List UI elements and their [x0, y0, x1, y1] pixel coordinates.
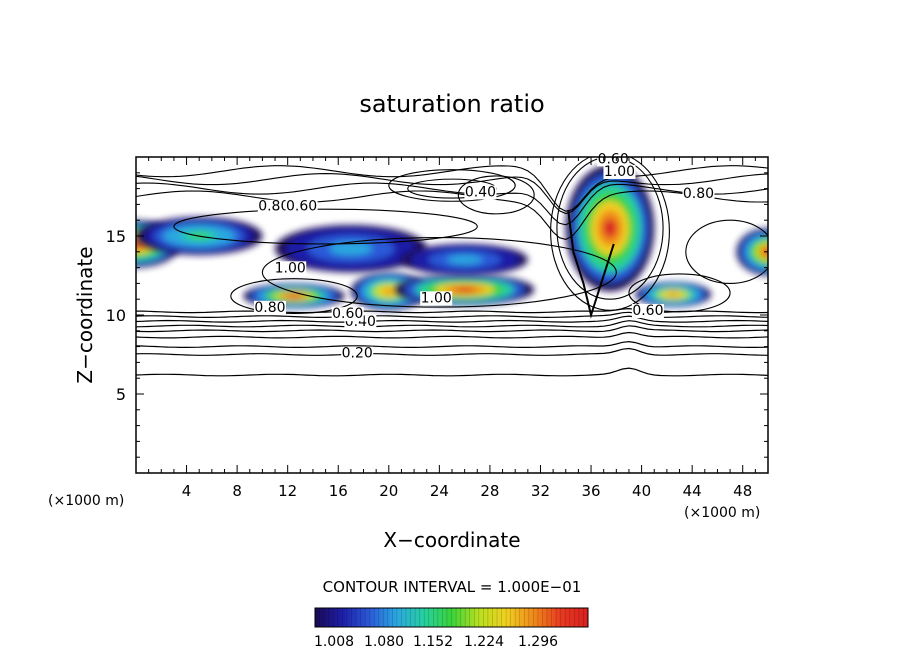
contour-label: 0.80: [254, 300, 285, 316]
contour-loop: [556, 157, 664, 300]
contour-label-bg: [274, 261, 307, 276]
saturation-fill-band: [603, 219, 617, 238]
contour-loop: [685, 219, 768, 284]
x-unit-left: (×1000 m): [48, 493, 124, 509]
contour-label-bg: [631, 304, 664, 318]
contour-line: [136, 173, 768, 215]
contour-label: 1.00: [275, 260, 306, 276]
x-tick-label: 8: [232, 482, 242, 500]
contour-label: 0.80: [683, 186, 714, 202]
contour-label-bg: [420, 291, 453, 306]
contour-label-bg: [285, 199, 318, 214]
contour-line: [136, 311, 768, 319]
contour-line: [136, 320, 768, 328]
contour-label: 0.60: [332, 306, 363, 322]
contour-label: 0.20: [342, 346, 373, 362]
contour-loop: [628, 273, 731, 313]
x-tick-label: 40: [632, 482, 651, 500]
y-tick-label: 15: [106, 227, 126, 246]
x-tick-label: 28: [480, 482, 499, 500]
y-axis-label: Z−coordinate: [73, 246, 97, 383]
x-axis: 4 8 12 16 20 24 28 32 36 40 44 48: [148, 157, 756, 500]
contour-line: [136, 315, 768, 323]
y-axis: 5 10 15: [106, 172, 768, 458]
contour-label-bg: [597, 152, 630, 167]
contour-lines: [136, 157, 768, 377]
contour-label-bg: [603, 164, 636, 179]
x-axis-label: X−coordinate: [383, 528, 520, 552]
contour-labels: 0.200.400.600.801.000.601.000.800.600.40…: [253, 151, 715, 362]
saturation-fill-band: [454, 287, 475, 292]
contour-label: 1.00: [421, 290, 452, 306]
supersaturation-region: [565, 164, 655, 292]
x-tick-label: 24: [430, 482, 449, 500]
contour-loop: [550, 157, 670, 311]
plot-frame: [135, 156, 769, 474]
x-tick-label: 20: [379, 482, 398, 500]
supersaturation-region: [736, 228, 768, 276]
y-tick-label: 10: [106, 306, 126, 325]
contour-loop: [230, 278, 358, 314]
contour-line: [136, 190, 768, 240]
x-tick-label: 36: [581, 482, 600, 500]
colorbar-labels: 1.008 1.080 1.152 1.224 1.296: [314, 634, 558, 650]
chart-title: saturation ratio: [359, 90, 544, 118]
colorbar-tick-label: 1.080: [364, 634, 404, 650]
supersaturation-region: [401, 243, 528, 276]
contour-label-bg: [341, 346, 374, 361]
saturation-fill-band: [383, 288, 395, 295]
colorbar-tick-label: 1.008: [314, 634, 354, 650]
contour-label: 0.80: [258, 199, 289, 215]
contour-loop: [261, 237, 617, 308]
x-tick-label: 32: [531, 482, 550, 500]
contour-label-bg: [331, 307, 364, 322]
colorbar-ticks-fine: [319, 608, 584, 627]
supersaturation-fill: [136, 164, 768, 311]
contour-line: [136, 182, 768, 226]
contour-loop: [457, 175, 535, 215]
contour-loop: [173, 208, 478, 245]
colorbar-tick-label: 1.152: [413, 634, 453, 650]
contour-label: 0.60: [286, 199, 317, 215]
colorbar: [314, 607, 589, 628]
contour-loop: [388, 169, 516, 202]
saturation-fill-band: [455, 257, 474, 262]
contour-line: [567, 210, 615, 319]
saturation-fill-band: [286, 294, 302, 298]
contour-line: [136, 325, 768, 333]
colorbar-tick-label: 1.296: [518, 634, 558, 650]
y-tick-label: 5: [116, 385, 126, 404]
contour-line: [136, 367, 768, 377]
contour-label-bg: [257, 199, 290, 214]
contour-interval-note: CONTOUR INTERVAL = 1.000E−01: [323, 578, 582, 596]
contour-label-bg: [253, 300, 286, 315]
contour-line: [136, 331, 768, 339]
contour-label: 0.60: [632, 303, 663, 319]
x-tick-label: 44: [683, 482, 702, 500]
x-unit-right: (×1000 m): [684, 505, 760, 521]
x-tick-label: 12: [278, 482, 297, 500]
contour-line: [136, 165, 768, 212]
colorbar-tick-label: 1.224: [464, 634, 504, 650]
contour-line: [136, 340, 768, 348]
contour-line: [136, 347, 768, 356]
x-tick-label: 4: [182, 482, 192, 500]
contour-label-bg: [464, 185, 497, 200]
contour-label: 0.40: [465, 185, 496, 201]
supersaturation-region: [635, 281, 712, 308]
saturation-fill-band: [340, 245, 362, 253]
contour-label-bg: [682, 187, 715, 202]
supersaturation-region: [395, 273, 535, 306]
contour-label: 1.00: [604, 164, 635, 180]
saturation-fill-band: [667, 292, 679, 297]
x-tick-label: 16: [329, 482, 348, 500]
x-tick-label: 48: [733, 482, 752, 500]
contour-label: 0.60: [598, 151, 629, 167]
